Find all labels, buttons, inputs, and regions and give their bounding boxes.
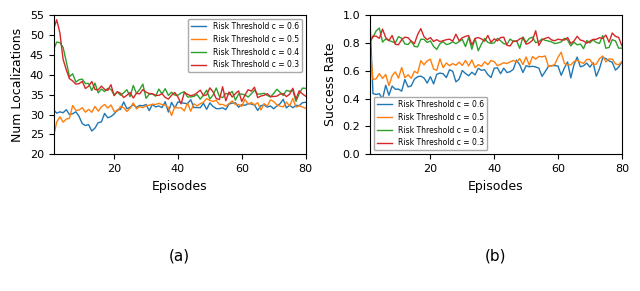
Risk Threshold c = 0.5 (593, 62, 600, 66)
Risk Threshold c = 0.4 (203, 88, 211, 92)
Risk Threshold c = 0.4 (292, 100, 300, 103)
Risk Threshold c = 0.3 (219, 85, 227, 88)
Risk Threshold c = 0.4 (376, 26, 383, 30)
Risk Threshold c = 0.3 (50, 27, 58, 31)
Line: Risk Threshold c = 0.3: Risk Threshold c = 0.3 (370, 29, 622, 46)
Risk Threshold c = 0.4 (545, 39, 552, 43)
Risk Threshold c = 0.5 (161, 104, 169, 107)
Legend: Risk Threshold c = 0.6, Risk Threshold c = 0.5, Risk Threshold c = 0.4, Risk Thr: Risk Threshold c = 0.6, Risk Threshold c… (374, 97, 487, 150)
Risk Threshold c = 0.5 (618, 60, 626, 63)
Risk Threshold c = 0.4 (50, 48, 58, 52)
Risk Threshold c = 0.3 (177, 102, 185, 106)
Risk Threshold c = 0.3 (228, 95, 236, 99)
Risk Threshold c = 0.4 (276, 91, 284, 94)
Risk Threshold c = 0.5 (522, 55, 530, 59)
Risk Threshold c = 0.5 (519, 63, 527, 66)
Risk Threshold c = 0.5 (222, 104, 230, 108)
Risk Threshold c = 0.4 (618, 46, 626, 50)
Risk Threshold c = 0.3 (53, 18, 61, 22)
Risk Threshold c = 0.3 (366, 41, 374, 45)
Risk Threshold c = 0.3 (535, 44, 543, 47)
Legend: Risk Threshold c = 0.6, Risk Threshold c = 0.5, Risk Threshold c = 0.4, Risk Thr: Risk Threshold c = 0.6, Risk Threshold c… (188, 19, 301, 72)
Risk Threshold c = 0.4 (225, 93, 233, 96)
Risk Threshold c = 0.3 (618, 44, 626, 47)
Risk Threshold c = 0.5 (301, 107, 309, 110)
Risk Threshold c = 0.6 (88, 129, 95, 133)
Risk Threshold c = 0.6 (276, 102, 284, 105)
Risk Threshold c = 0.5 (50, 135, 58, 139)
Risk Threshold c = 0.3 (164, 97, 172, 101)
Risk Threshold c = 0.4 (525, 37, 533, 40)
Risk Threshold c = 0.5 (203, 97, 211, 100)
Risk Threshold c = 0.3 (506, 44, 514, 48)
Text: (b): (b) (485, 249, 506, 264)
Risk Threshold c = 0.6 (301, 101, 309, 104)
Risk Threshold c = 0.6 (225, 102, 233, 106)
Risk Threshold c = 0.6 (532, 65, 540, 69)
Risk Threshold c = 0.3 (525, 41, 533, 45)
Risk Threshold c = 0.5 (289, 97, 297, 100)
Risk Threshold c = 0.5 (385, 84, 393, 87)
Risk Threshold c = 0.6 (618, 60, 626, 64)
Line: Risk Threshold c = 0.5: Risk Threshold c = 0.5 (370, 43, 622, 86)
Risk Threshold c = 0.6 (216, 107, 223, 110)
Risk Threshold c = 0.3 (596, 36, 604, 40)
Risk Threshold c = 0.3 (209, 90, 217, 94)
Risk Threshold c = 0.4 (301, 87, 309, 90)
Risk Threshold c = 0.5 (366, 41, 374, 45)
Line: Risk Threshold c = 0.4: Risk Threshold c = 0.4 (370, 28, 622, 51)
Line: Risk Threshold c = 0.3: Risk Threshold c = 0.3 (54, 20, 305, 104)
Line: Risk Threshold c = 0.6: Risk Threshold c = 0.6 (54, 99, 305, 131)
Risk Threshold c = 0.3 (280, 92, 287, 95)
Risk Threshold c = 0.6 (522, 64, 530, 68)
Risk Threshold c = 0.6 (164, 110, 172, 114)
Risk Threshold c = 0.4 (206, 97, 214, 101)
Risk Threshold c = 0.4 (484, 41, 492, 44)
X-axis label: Episodes: Episodes (152, 180, 207, 193)
Risk Threshold c = 0.6 (280, 97, 287, 101)
Risk Threshold c = 0.3 (545, 36, 552, 39)
Risk Threshold c = 0.5 (212, 98, 220, 102)
Risk Threshold c = 0.3 (522, 42, 530, 46)
Risk Threshold c = 0.6 (379, 97, 387, 101)
Risk Threshold c = 0.4 (216, 95, 223, 98)
Risk Threshold c = 0.5 (481, 60, 488, 64)
Risk Threshold c = 0.6 (593, 74, 600, 78)
Risk Threshold c = 0.3 (481, 40, 488, 43)
Risk Threshold c = 0.5 (541, 54, 549, 58)
Risk Threshold c = 0.5 (532, 57, 540, 61)
Risk Threshold c = 0.6 (519, 71, 527, 74)
Risk Threshold c = 0.3 (206, 86, 214, 90)
Y-axis label: Success Rate: Success Rate (324, 43, 337, 127)
Risk Threshold c = 0.6 (206, 101, 214, 105)
Risk Threshold c = 0.3 (417, 27, 425, 30)
Risk Threshold c = 0.4 (596, 42, 604, 45)
Risk Threshold c = 0.6 (366, 13, 374, 17)
Y-axis label: Num Localizations: Num Localizations (11, 28, 24, 142)
Line: Risk Threshold c = 0.4: Risk Threshold c = 0.4 (54, 42, 305, 101)
Text: (a): (a) (169, 249, 190, 264)
Risk Threshold c = 0.6 (50, 108, 58, 111)
Risk Threshold c = 0.4 (53, 40, 61, 44)
Risk Threshold c = 0.4 (535, 40, 543, 43)
Risk Threshold c = 0.4 (164, 94, 172, 97)
Risk Threshold c = 0.6 (481, 68, 488, 72)
Risk Threshold c = 0.4 (366, 38, 374, 42)
X-axis label: Episodes: Episodes (468, 180, 524, 193)
Risk Threshold c = 0.3 (301, 94, 309, 98)
Risk Threshold c = 0.5 (273, 103, 281, 107)
Risk Threshold c = 0.6 (203, 108, 211, 111)
Risk Threshold c = 0.4 (474, 49, 482, 52)
Line: Risk Threshold c = 0.5: Risk Threshold c = 0.5 (54, 98, 305, 137)
Risk Threshold c = 0.4 (522, 41, 530, 44)
Risk Threshold c = 0.5 (200, 100, 207, 104)
Risk Threshold c = 0.6 (541, 70, 549, 73)
Line: Risk Threshold c = 0.6: Risk Threshold c = 0.6 (370, 15, 622, 99)
